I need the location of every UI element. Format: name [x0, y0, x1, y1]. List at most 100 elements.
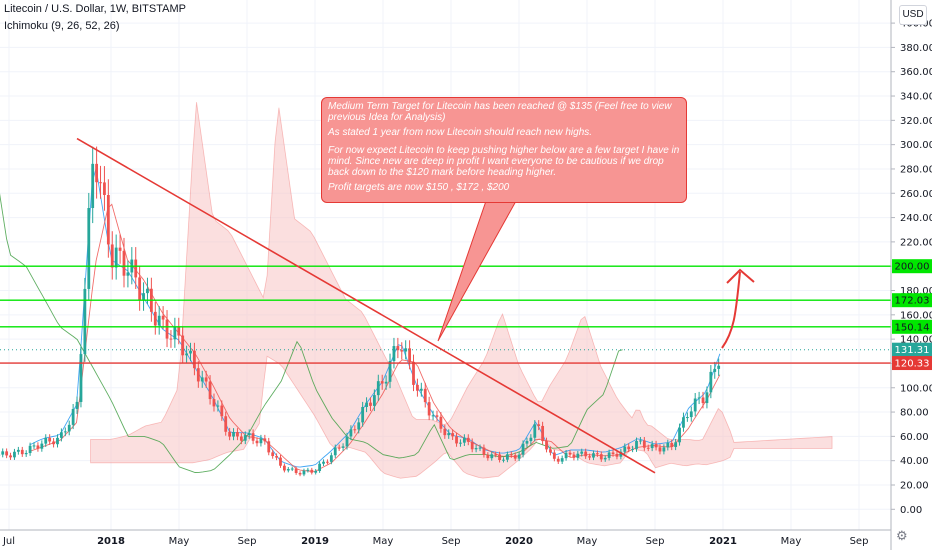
- candle-body: [482, 447, 486, 455]
- callout-line-2: As stated 1 year from now Litecoin shoul…: [328, 127, 593, 138]
- trendline-layer: [76, 137, 656, 474]
- candle-body: [271, 452, 275, 457]
- price-tick-label: 180.00: [900, 286, 932, 297]
- candle-body: [161, 315, 165, 320]
- candle-body: [376, 381, 380, 396]
- price-tick-label: 340.00: [900, 92, 932, 103]
- time-tick-label: May: [577, 536, 598, 547]
- time-tick-label: 2020: [505, 536, 533, 547]
- candle-body: [439, 416, 443, 429]
- price-tick-label: 280.00: [900, 164, 932, 175]
- candle-body: [99, 182, 102, 184]
- candle-body: [576, 453, 580, 458]
- candle-body: [662, 447, 666, 452]
- time-tick-label: 2018: [97, 536, 125, 547]
- callout-line-3: For now expect Litecoin to keep pushing …: [328, 145, 680, 178]
- price-tick-label: 80.00: [900, 408, 929, 419]
- candle-body: [646, 447, 650, 449]
- candle-body: [95, 163, 99, 183]
- callout-line-1: Medium Term Target for Litecoin has been…: [328, 101, 672, 123]
- candle-body: [357, 422, 361, 430]
- candle-body: [525, 441, 529, 444]
- price-tick-label: 100.00: [900, 383, 932, 394]
- candle-body: [32, 445, 36, 447]
- candle-body: [71, 408, 75, 425]
- currency-unit-button[interactable]: USD: [899, 5, 927, 25]
- candle-body: [134, 259, 138, 278]
- candle-body: [498, 454, 501, 461]
- candle-body: [588, 456, 591, 458]
- analysis-callout[interactable]: Medium Term Target for Litecoin has been…: [321, 97, 687, 203]
- price-tick-label: 160.00: [900, 310, 932, 321]
- indicator-label[interactable]: Ichimoku (9, 26, 52, 26): [4, 20, 120, 32]
- candle-body: [247, 433, 251, 436]
- candle-body: [529, 437, 533, 442]
- candle-body: [549, 449, 552, 453]
- candle-body: [243, 435, 247, 441]
- candle-body: [232, 432, 235, 437]
- candle-body: [353, 429, 357, 431]
- candle-body: [306, 469, 310, 471]
- candle-body: [654, 444, 658, 448]
- time-tick-label: Jul: [2, 536, 15, 547]
- candle-body: [502, 459, 505, 461]
- candle-body: [607, 452, 611, 458]
- candle-body: [290, 468, 294, 470]
- candle-body: [114, 247, 118, 268]
- candle-body: [369, 402, 372, 406]
- candle-body: [533, 424, 537, 438]
- candle-body: [20, 449, 24, 455]
- candle-body: [552, 452, 556, 459]
- candle-body: [459, 442, 462, 444]
- candle-body: [521, 443, 525, 455]
- price-tag-target: 172.03: [895, 296, 930, 307]
- candle-body: [267, 441, 271, 453]
- price-tick-label: 380.00: [900, 43, 932, 54]
- candle-body: [642, 440, 646, 448]
- candle-body: [470, 441, 474, 450]
- candle-body: [431, 415, 435, 417]
- candle-body: [486, 454, 490, 459]
- candle-body: [200, 377, 204, 382]
- candle-body: [556, 458, 560, 462]
- candle-body: [220, 405, 224, 417]
- candle-body: [251, 433, 255, 441]
- candle-body: [658, 447, 662, 452]
- candle-body: [63, 431, 67, 433]
- candle-body: [275, 456, 278, 458]
- price-tick-label: 140.00: [900, 335, 932, 346]
- up-arrow-shaft: [721, 271, 741, 349]
- price-tick-label: 320.00: [900, 116, 932, 127]
- time-tick-label: Sep: [238, 536, 257, 547]
- price-tag-current: 131.31: [895, 345, 930, 356]
- price-tag-target: 200.00: [895, 262, 930, 273]
- gear-icon[interactable]: ⚙: [896, 528, 908, 543]
- candle-body: [611, 452, 615, 455]
- candle-body: [87, 208, 91, 289]
- candle-body: [717, 365, 721, 369]
- price-tick-label: 260.00: [900, 189, 932, 200]
- candle-body: [181, 335, 185, 356]
- candle-body: [212, 399, 216, 407]
- candle-body: [56, 437, 59, 445]
- candle-body: [177, 326, 181, 336]
- candle-body: [685, 417, 689, 419]
- candle-body: [279, 457, 282, 466]
- candle-body: [419, 388, 423, 391]
- candle-body: [5, 451, 9, 456]
- candle-body: [157, 315, 161, 326]
- callout-line-4: Profit targets are now $150 , $172 , $20…: [328, 182, 510, 193]
- candle-body: [678, 427, 681, 443]
- trendline: [76, 137, 656, 474]
- candle-body: [40, 443, 44, 449]
- price-tick-label: 300.00: [900, 140, 932, 151]
- price-tick-label: 0.00: [900, 505, 922, 516]
- candle-body: [599, 454, 603, 460]
- price-tag-current-bg: [892, 342, 932, 357]
- candle-body: [384, 381, 388, 384]
- candle-body: [478, 447, 482, 449]
- candle-body: [427, 402, 431, 416]
- candle-body: [52, 441, 55, 445]
- candle-body: [341, 446, 345, 448]
